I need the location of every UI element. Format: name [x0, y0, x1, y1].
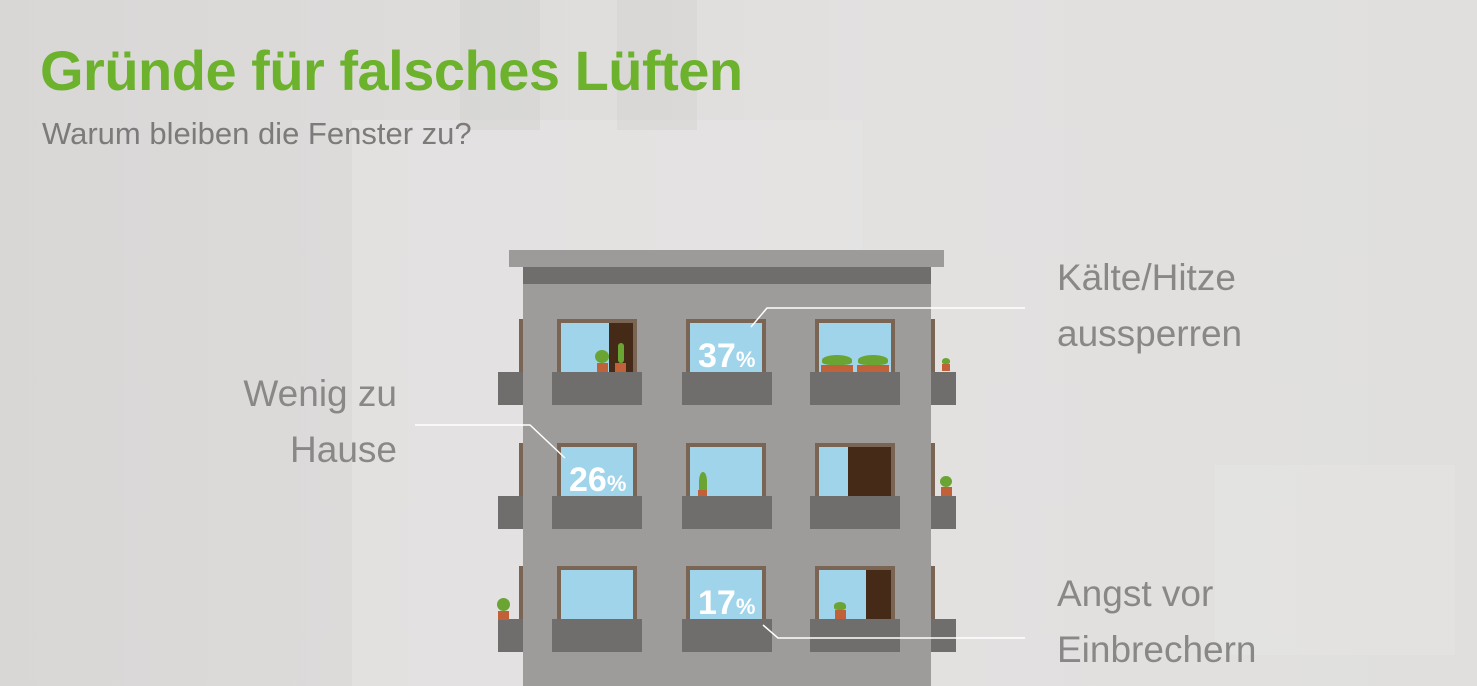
leader-line-wenig	[415, 424, 566, 459]
side-post	[931, 319, 935, 372]
window	[686, 443, 766, 496]
value-label: 37%	[698, 337, 756, 372]
window-angst: 17%	[686, 566, 766, 619]
balcony	[682, 496, 772, 529]
label-line: Einbrechern	[1057, 629, 1257, 670]
building-band	[523, 267, 931, 284]
side-post	[519, 319, 523, 372]
plant-icon	[698, 472, 707, 496]
building-roof	[509, 250, 944, 267]
balcony	[552, 619, 642, 652]
cactus-icon	[497, 598, 510, 620]
balcony	[552, 372, 642, 405]
label-line: aussperren	[1057, 313, 1243, 354]
label-line: Kälte/Hitze	[1057, 257, 1236, 298]
plant-box-icon	[857, 355, 889, 372]
side-balcony	[498, 619, 523, 652]
label-wenig: Wenig zu Hause	[243, 366, 397, 478]
balcony	[682, 372, 772, 405]
cactus-icon	[595, 350, 609, 372]
cactus-icon	[615, 343, 626, 372]
plant-icon	[942, 358, 950, 371]
balcony	[552, 496, 642, 529]
window	[815, 566, 895, 619]
balcony	[810, 619, 900, 652]
page-subtitle: Warum bleiben die Fenster zu?	[42, 116, 472, 151]
value-label: 26%	[569, 461, 627, 496]
value-label: 17%	[698, 584, 756, 619]
side-post	[519, 566, 523, 619]
label-line: Angst vor	[1057, 573, 1214, 614]
balcony	[682, 619, 772, 652]
side-balcony	[498, 496, 523, 529]
window	[815, 319, 895, 372]
label-line: Hause	[290, 429, 397, 470]
window-kaelte: 37%	[686, 319, 766, 372]
side-post	[931, 443, 935, 496]
window	[557, 319, 637, 372]
side-post	[519, 443, 523, 496]
side-balcony	[498, 372, 523, 405]
side-post	[931, 566, 935, 619]
page-title: Gründe für falsches Lüften	[40, 39, 743, 102]
leader-line-angst	[762, 624, 1025, 639]
background-pipe	[617, 0, 697, 130]
side-balcony	[931, 496, 956, 529]
window	[557, 566, 637, 619]
leader-line-kaelte	[750, 307, 1025, 328]
side-balcony	[931, 372, 956, 405]
background-pipe	[460, 0, 540, 130]
label-line: Wenig zu	[243, 373, 397, 414]
cactus-icon	[940, 476, 952, 496]
balcony	[810, 372, 900, 405]
side-balcony	[931, 619, 956, 652]
balcony	[810, 496, 900, 529]
window-wenig: 26%	[557, 443, 637, 496]
label-kaelte: Kälte/Hitze aussperren	[1057, 250, 1242, 362]
plant-box-icon	[821, 355, 853, 372]
label-angst: Angst vor Einbrechern	[1057, 566, 1257, 678]
background-paper	[1215, 465, 1455, 655]
plant-icon	[834, 602, 846, 619]
window	[815, 443, 895, 496]
